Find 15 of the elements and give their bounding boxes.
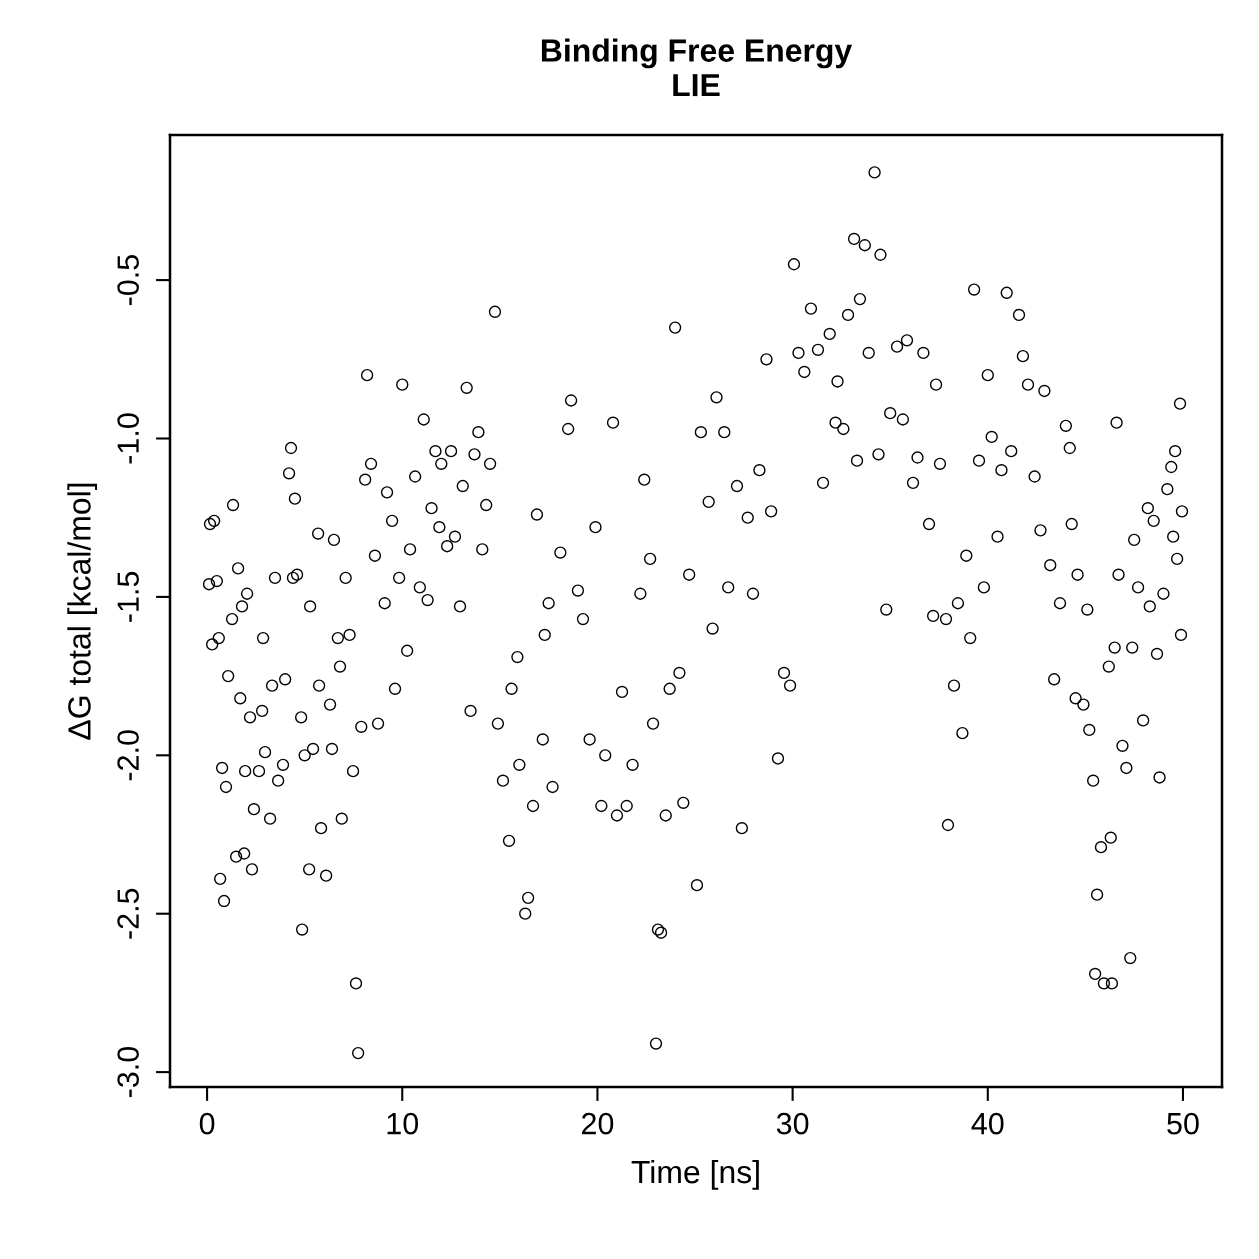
y-tick-label: -1.0 [117, 413, 139, 464]
y-tick-label: -2.5 [117, 888, 139, 939]
y-tick-label: -0.5 [117, 255, 139, 306]
y-axis-title: ΔG total [kcal/mol] [67, 483, 98, 740]
x-tick-label: 40 [971, 1112, 1004, 1135]
x-tick-label: 50 [1167, 1112, 1199, 1135]
x-tick-label: 0 [199, 1112, 215, 1135]
x-tick-label: 20 [581, 1112, 614, 1135]
x-tick-label: 10 [387, 1112, 419, 1135]
y-tick-label: -1.5 [117, 571, 139, 622]
y-tick-label: -3.0 [117, 1046, 139, 1098]
x-axis-title: Time [ns] [631, 1159, 759, 1190]
chart-title: Binding Free Energy LIE [541, 38, 853, 97]
y-tick-label: -2.0 [117, 730, 139, 781]
x-tick-label: 30 [776, 1112, 809, 1135]
